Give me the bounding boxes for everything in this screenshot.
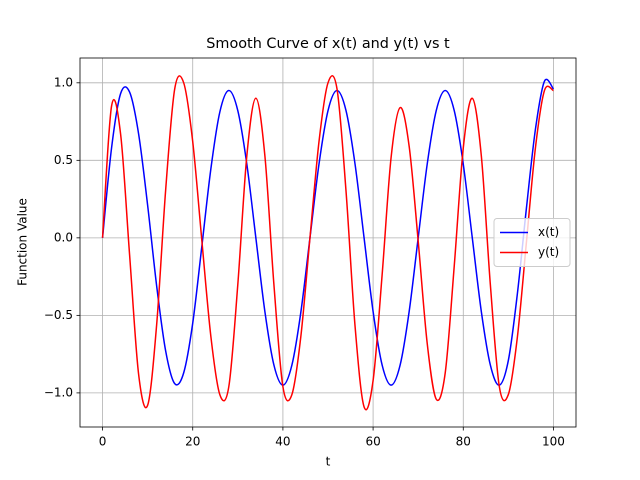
legend-label: y(t)	[538, 245, 559, 259]
x-tick-label: 40	[275, 435, 290, 449]
y-tick-label: 0.5	[54, 153, 73, 167]
x-tick-label: 100	[542, 435, 565, 449]
y-tick-label: 0.0	[54, 230, 73, 244]
plot-frame	[79, 57, 577, 428]
x-tick-label: 20	[185, 435, 200, 449]
data-line	[101, 78, 555, 386]
x-tick-label: 0	[99, 435, 107, 449]
y-tick-label: −1.0	[44, 385, 73, 399]
x-tick-label: 80	[456, 435, 471, 449]
chart-title: Smooth Curve of x(t) and y(t) vs t	[206, 36, 450, 52]
y-axis-label: Function Value	[16, 198, 30, 286]
y-tick-label: −0.5	[44, 308, 73, 322]
legend-box	[493, 218, 571, 267]
x-axis-label: t	[326, 455, 331, 469]
data-line	[101, 75, 554, 411]
x-tick-label: 60	[365, 435, 380, 449]
legend-label: x(t)	[538, 225, 559, 239]
y-tick-label: 1.0	[54, 75, 73, 89]
